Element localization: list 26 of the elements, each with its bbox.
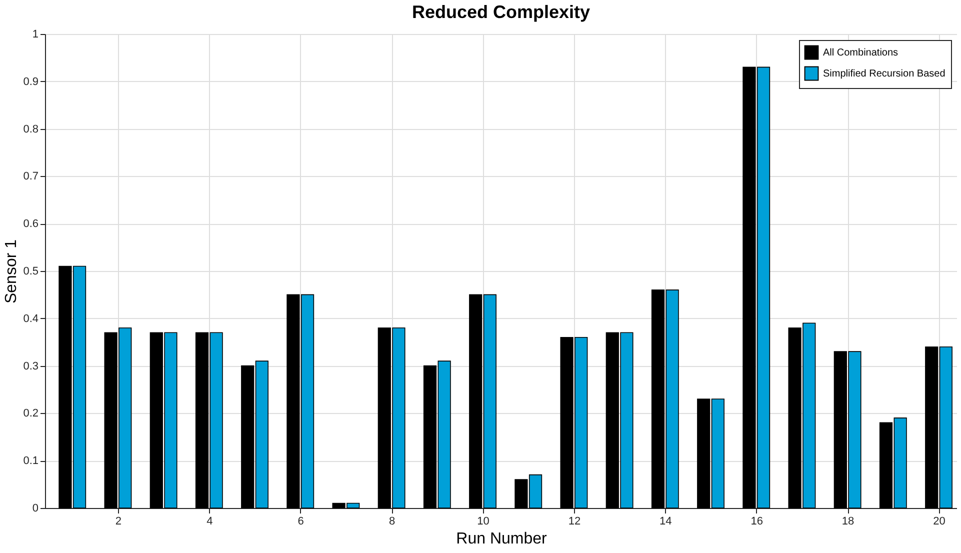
- legend-label: Simplified Recursion Based: [823, 68, 946, 80]
- x-tick-label: 12: [568, 516, 581, 528]
- y-tick-label: 0.6: [23, 218, 38, 230]
- x-tick-label: 20: [933, 516, 946, 528]
- y-tick-label: 0.5: [23, 266, 38, 278]
- y-tick-label: 0.4: [23, 312, 38, 325]
- y-tick-label: 0: [32, 502, 38, 514]
- x-axis-title: Run Number: [456, 530, 548, 548]
- y-tick-label: 0.3: [23, 360, 38, 372]
- y-tick-label: 0.8: [23, 123, 38, 136]
- x-tick-label: 6: [298, 516, 304, 528]
- x-tick-label: 10: [477, 516, 490, 528]
- x-tick-label: 8: [388, 516, 396, 528]
- x-tick-label: 4: [206, 516, 213, 528]
- y-tick-label: 1: [32, 28, 38, 40]
- x-tick-label: 18: [842, 516, 854, 528]
- y-tick-label: 0.7: [23, 170, 38, 183]
- chart-title: Reduced Complexity: [412, 2, 590, 22]
- x-tick-label: 14: [660, 516, 672, 528]
- x-tick-label: 16: [750, 516, 763, 528]
- y-axis-title: Sensor 1: [3, 239, 20, 304]
- y-tick-label: 0.1: [23, 455, 38, 468]
- legend-label: All Combinations: [823, 48, 898, 58]
- x-tick-label: 2: [115, 516, 122, 528]
- y-tick-label: 0.2: [23, 408, 38, 420]
- y-tick-label: 0.9: [23, 76, 38, 88]
